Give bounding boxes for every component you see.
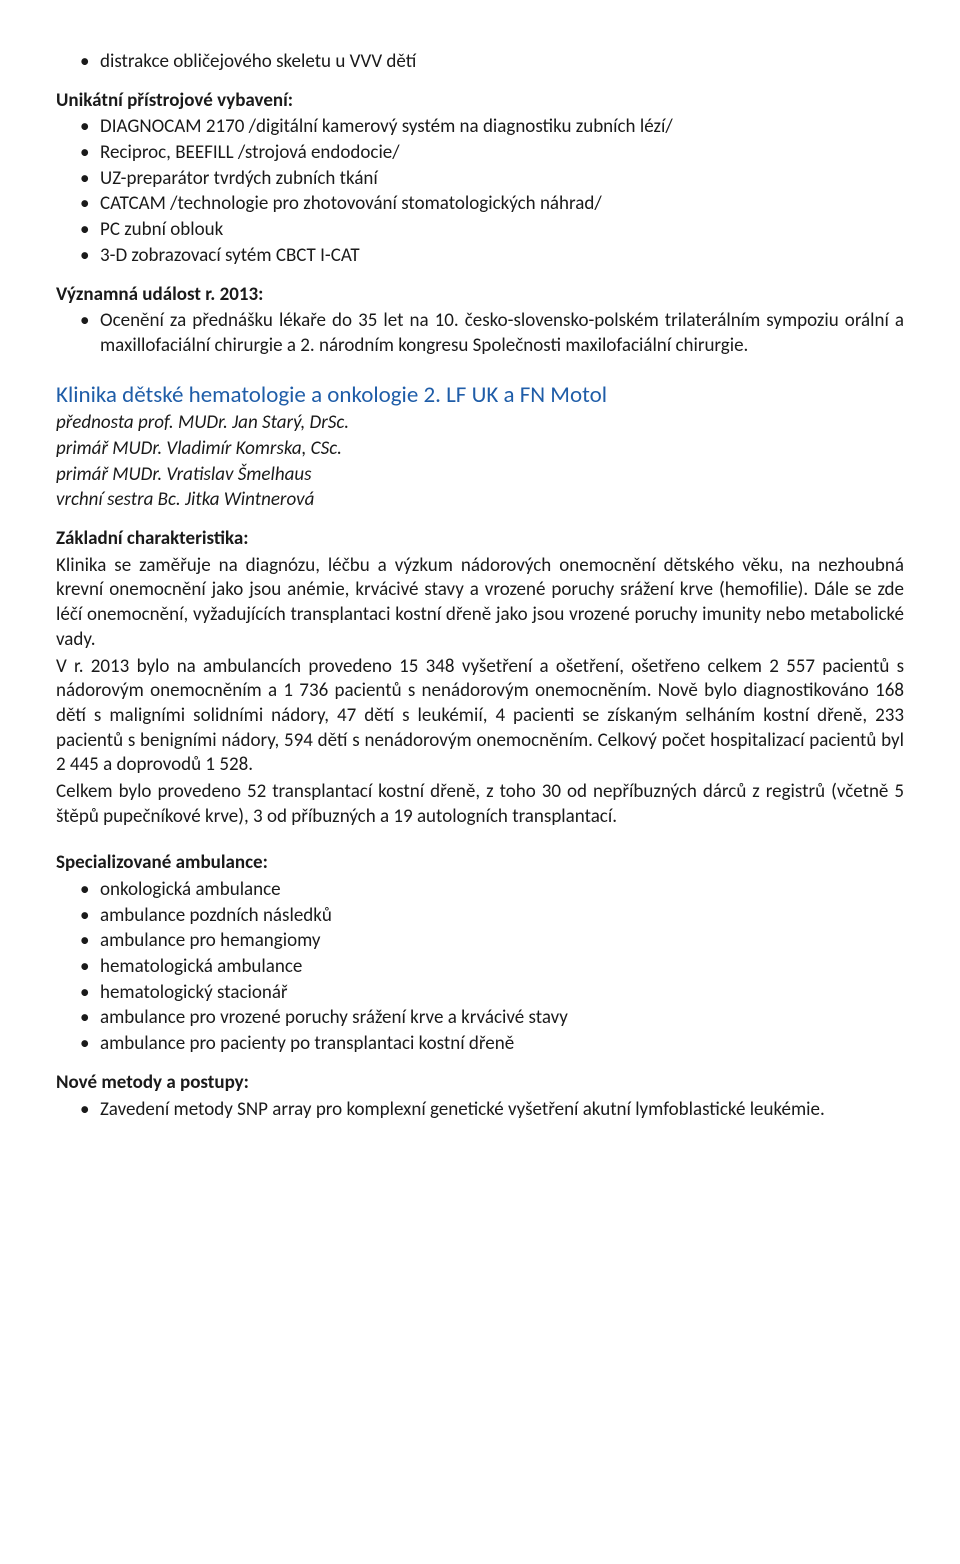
methods-heading: Nové metody a postupy: [56,1071,904,1096]
characteristic-paragraph: Klinika se zaměřuje na diagnózu, léčbu a… [56,554,904,653]
list-item: distrakce obličejového skeletu u VVV dět… [80,50,904,75]
list-item: Ocenění za přednášku lékaře do 35 let na… [80,309,904,358]
equipment-list: DIAGNOCAM 2170 /digitální kamerový systé… [56,115,904,268]
clinic-title: Klinika dětské hematologie a onkologie 2… [56,381,904,410]
characteristic-heading: Základní charakteristika: [56,527,904,552]
ambulance-list: onkologická ambulance ambulance pozdních… [56,878,904,1057]
characteristic-paragraph: Celkem bylo provedeno 52 transplantací k… [56,780,904,829]
characteristic-paragraph: V r. 2013 bylo na ambulancích provedeno … [56,655,904,778]
list-item: onkologická ambulance [80,878,904,903]
staff-line: primář MUDr. Vladimír Komrska, CSc. [56,437,904,462]
ambulance-heading: Specializované ambulance: [56,851,904,876]
staff-line: vrchní sestra Bc. Jitka Wintnerová [56,488,904,513]
list-item: ambulance pro pacienty po transplantaci … [80,1032,904,1057]
list-item: UZ-preparátor tvrdých zubních tkání [80,167,904,192]
top-bullet-list: distrakce obličejového skeletu u VVV dět… [56,50,904,75]
list-item: ambulance pozdních následků [80,904,904,929]
list-item: hematologický stacionář [80,981,904,1006]
staff-line: přednosta prof. MUDr. Jan Starý, DrSc. [56,411,904,436]
list-item: DIAGNOCAM 2170 /digitální kamerový systé… [80,115,904,140]
staff-line: primář MUDr. Vratislav Šmelhaus [56,463,904,488]
list-item: 3-D zobrazovací sytém CBCT I-CAT [80,244,904,269]
list-item: ambulance pro vrozené poruchy srážení kr… [80,1006,904,1031]
list-item: CATCAM /technologie pro zhotovování stom… [80,192,904,217]
methods-list: Zavedení metody SNP array pro komplexní … [56,1098,904,1123]
list-item: ambulance pro hemangiomy [80,929,904,954]
event-list: Ocenění za přednášku lékaře do 35 let na… [56,309,904,358]
list-item: Reciproc, BEEFILL /strojová endodocie/ [80,141,904,166]
list-item: hematologická ambulance [80,955,904,980]
list-item: PC zubní oblouk [80,218,904,243]
list-item: Zavedení metody SNP array pro komplexní … [80,1098,904,1123]
equipment-heading: Unikátní přístrojové vybavení: [56,89,904,114]
event-heading: Významná událost r. 2013: [56,283,904,308]
